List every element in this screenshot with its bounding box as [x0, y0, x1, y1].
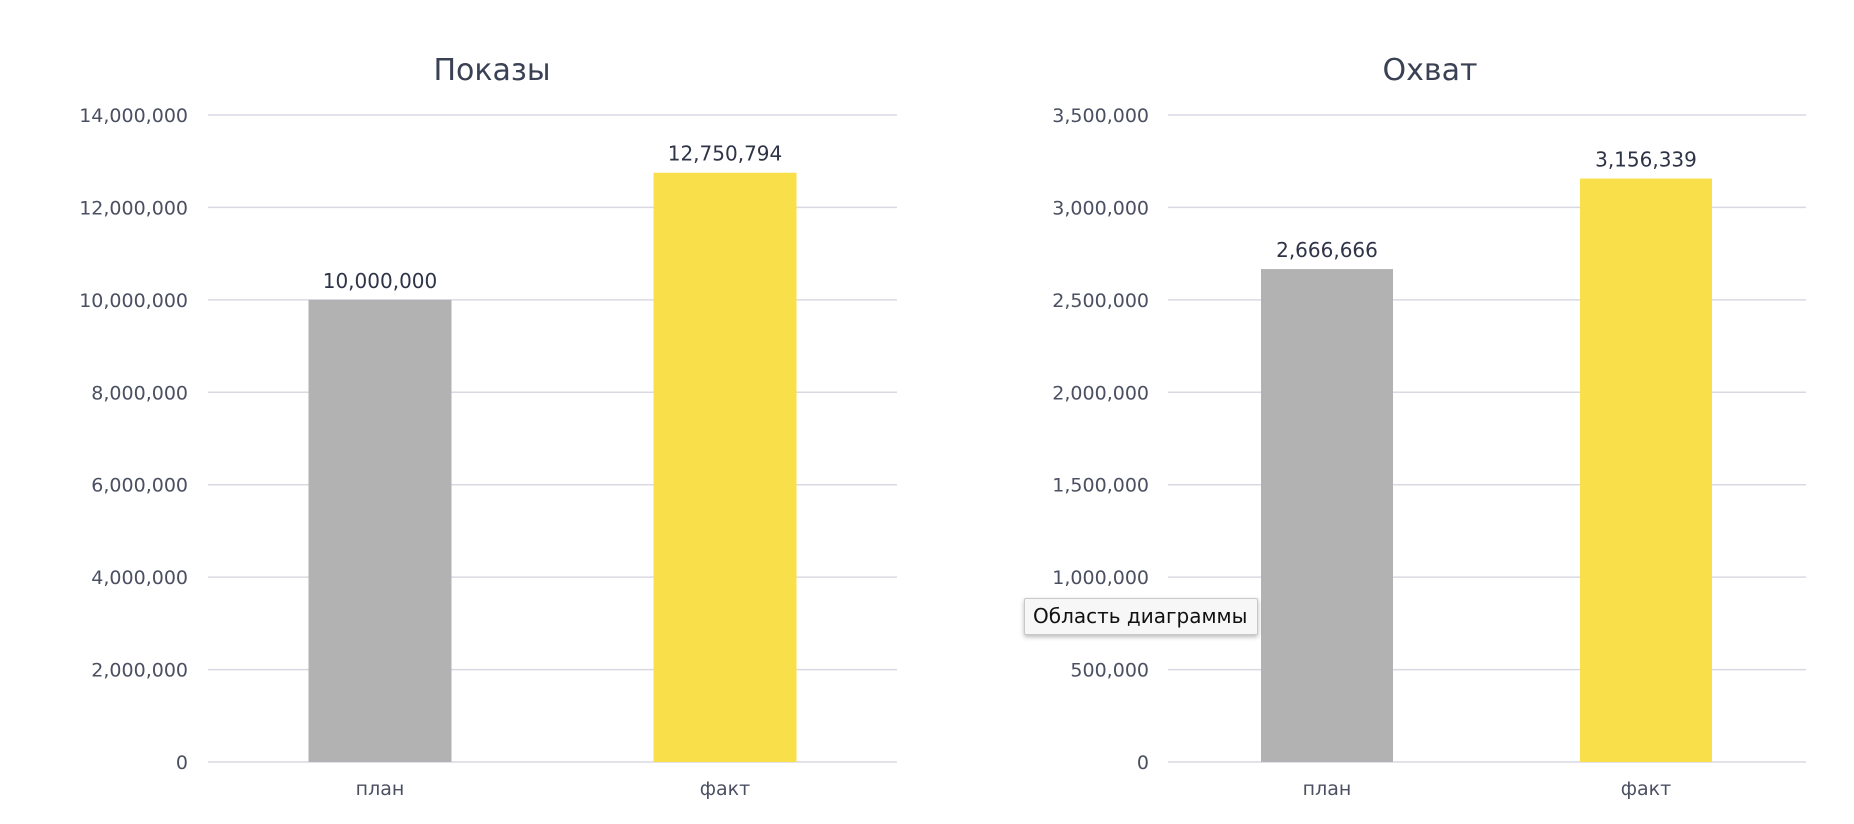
data-label: 10,000,000	[323, 269, 438, 293]
chart-title: Охват	[1383, 53, 1478, 88]
bar-fakt[interactable]	[1580, 178, 1712, 762]
y-tick-label: 12,000,000	[79, 197, 188, 219]
x-category-label: план	[1303, 778, 1352, 800]
y-tick-label: 8,000,000	[91, 382, 188, 404]
bar-plan[interactable]	[308, 299, 452, 762]
y-tick-label: 14,000,000	[79, 105, 188, 127]
bar-fakt[interactable]	[653, 172, 797, 763]
chart-area-tooltip: Область диаграммы	[1024, 598, 1259, 635]
y-tick-label: 0	[176, 752, 188, 774]
y-tick-label: 10,000,000	[79, 290, 188, 312]
x-category-label: план	[356, 778, 405, 800]
chart-title: Показы	[433, 53, 550, 88]
data-label: 12,750,794	[668, 142, 783, 166]
y-tick-label: 6,000,000	[91, 475, 188, 497]
y-tick-label: 3,500,000	[1052, 105, 1149, 127]
y-tick-label: 2,500,000	[1052, 290, 1149, 312]
data-label: 3,156,339	[1595, 148, 1697, 172]
chart-pokazy[interactable]: Показы 0 2,000,000 4,000,000 6,000,000 8,000,…	[79, 53, 897, 800]
chart-ohvat[interactable]: Охват 0 500,000 1,000,000 1,500,000 2,000,000…	[1052, 53, 1806, 800]
y-tick-label: 2,000,000	[1052, 382, 1149, 404]
y-tick-label: 4,000,000	[91, 567, 188, 589]
y-tick-label: 0	[1137, 752, 1149, 774]
bar-plan[interactable]	[1261, 269, 1393, 762]
x-category-label: факт	[1621, 778, 1671, 800]
y-tick-label: 1,000,000	[1052, 567, 1149, 589]
y-tick-label: 1,500,000	[1052, 475, 1149, 497]
y-tick-label: 500,000	[1070, 660, 1149, 682]
x-category-label: факт	[700, 778, 750, 800]
y-tick-label: 2,000,000	[91, 660, 188, 682]
y-tick-label: 3,000,000	[1052, 197, 1149, 219]
data-label: 2,666,666	[1276, 238, 1378, 262]
